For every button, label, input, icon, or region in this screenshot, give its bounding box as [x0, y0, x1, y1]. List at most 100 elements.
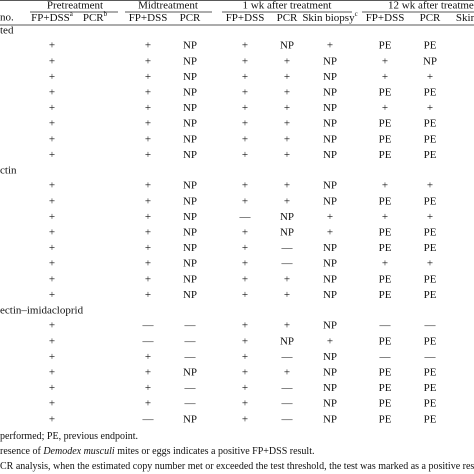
cell: +: [382, 211, 388, 223]
column-header: FP+DSS: [226, 12, 265, 24]
column-header-text: PCR: [277, 12, 298, 24]
cell: +: [49, 398, 55, 410]
cell: +: [242, 351, 248, 363]
cell: +: [145, 367, 151, 379]
cell: +: [284, 289, 290, 301]
cell: NP: [323, 149, 337, 161]
column-header: Skin: [456, 12, 474, 24]
cell: NP: [323, 398, 337, 410]
cell: PE: [424, 367, 437, 379]
cell: NP: [323, 55, 337, 67]
cell: +: [49, 367, 55, 379]
cell: PE: [379, 367, 392, 379]
cell: +: [145, 258, 151, 270]
cell: +: [242, 227, 248, 239]
cell: +: [145, 398, 151, 410]
column-header: PCR: [180, 12, 201, 24]
cell: PE: [379, 273, 392, 285]
cell: —: [239, 211, 252, 223]
cell: +: [49, 102, 55, 114]
footnote: CR analysis, when the estimated copy num…: [0, 461, 474, 472]
cell: NP: [280, 227, 294, 239]
column-header-text: PCR: [180, 12, 201, 24]
cell: NP: [280, 211, 294, 223]
cell: NP: [183, 367, 197, 379]
cell: +: [145, 40, 151, 52]
cell: +: [242, 118, 248, 130]
cell: +: [284, 133, 290, 145]
cell: PE: [379, 87, 392, 99]
cell: +: [382, 55, 388, 67]
cell: NP: [323, 351, 337, 363]
cell: +: [49, 258, 55, 270]
cell: +: [284, 149, 290, 161]
cell: +: [242, 398, 248, 410]
cell: PE: [379, 242, 392, 254]
cell: +: [242, 71, 248, 83]
section-label: ectin–imidacloprid: [0, 305, 84, 317]
cell: +: [49, 351, 55, 363]
column-header: Skin biopsyc: [302, 10, 357, 24]
cell: +: [242, 102, 248, 114]
group-header: Pretreatment: [47, 0, 103, 12]
cell: NP: [323, 258, 337, 270]
cell: +: [49, 195, 55, 207]
cell: PE: [424, 398, 437, 410]
cell: NP: [183, 40, 197, 52]
cell: +: [284, 273, 290, 285]
section-label: ted: [0, 25, 14, 37]
cell: +: [284, 102, 290, 114]
cell: +: [145, 273, 151, 285]
cell: +: [327, 40, 333, 52]
cell: +: [49, 289, 55, 301]
cell: —: [379, 351, 392, 363]
cell: PE: [424, 335, 437, 347]
cell: —: [184, 382, 197, 394]
cell: +: [284, 118, 290, 130]
cell: PE: [424, 273, 437, 285]
cell: NP: [183, 211, 197, 223]
cell: +: [427, 102, 433, 114]
cell: +: [49, 40, 55, 52]
cell: +: [327, 335, 333, 347]
cell: +: [242, 242, 248, 254]
cell: +: [242, 382, 248, 394]
footnote-mark: a: [70, 10, 74, 18]
cell: PE: [424, 40, 437, 52]
column-header-text: Skin: [456, 12, 474, 24]
cell: —: [424, 320, 437, 332]
cell: —: [281, 351, 294, 363]
cell: PE: [379, 40, 392, 52]
cell: +: [242, 289, 248, 301]
cell: +: [327, 227, 333, 239]
cell: +: [327, 211, 333, 223]
cell: +: [242, 40, 248, 52]
cell: PE: [379, 382, 392, 394]
cell: +: [49, 118, 55, 130]
cell: +: [242, 180, 248, 192]
cell: NP: [280, 40, 294, 52]
cell: PE: [424, 133, 437, 145]
cell: NP: [183, 195, 197, 207]
column-header: FP+DSS: [366, 12, 405, 24]
footnote-text: Demodex musculi: [42, 446, 115, 457]
cell: +: [145, 55, 151, 67]
cell: NP: [183, 258, 197, 270]
cell: +: [145, 382, 151, 394]
cell: +: [284, 87, 290, 99]
cell: +: [49, 87, 55, 99]
cell: NP: [183, 242, 197, 254]
cell: —: [142, 413, 155, 425]
cell: NP: [183, 289, 197, 301]
cell: +: [427, 71, 433, 83]
cell: —: [184, 335, 197, 347]
cell: —: [142, 335, 155, 347]
cell: NP: [323, 180, 337, 192]
cell: PE: [424, 195, 437, 207]
cell: PE: [424, 227, 437, 239]
cell: +: [49, 180, 55, 192]
cell: —: [281, 242, 294, 254]
cell: —: [184, 351, 197, 363]
footnote-text: mites or eggs indicates a positive FP+DS…: [115, 446, 315, 457]
cell: NP: [183, 273, 197, 285]
